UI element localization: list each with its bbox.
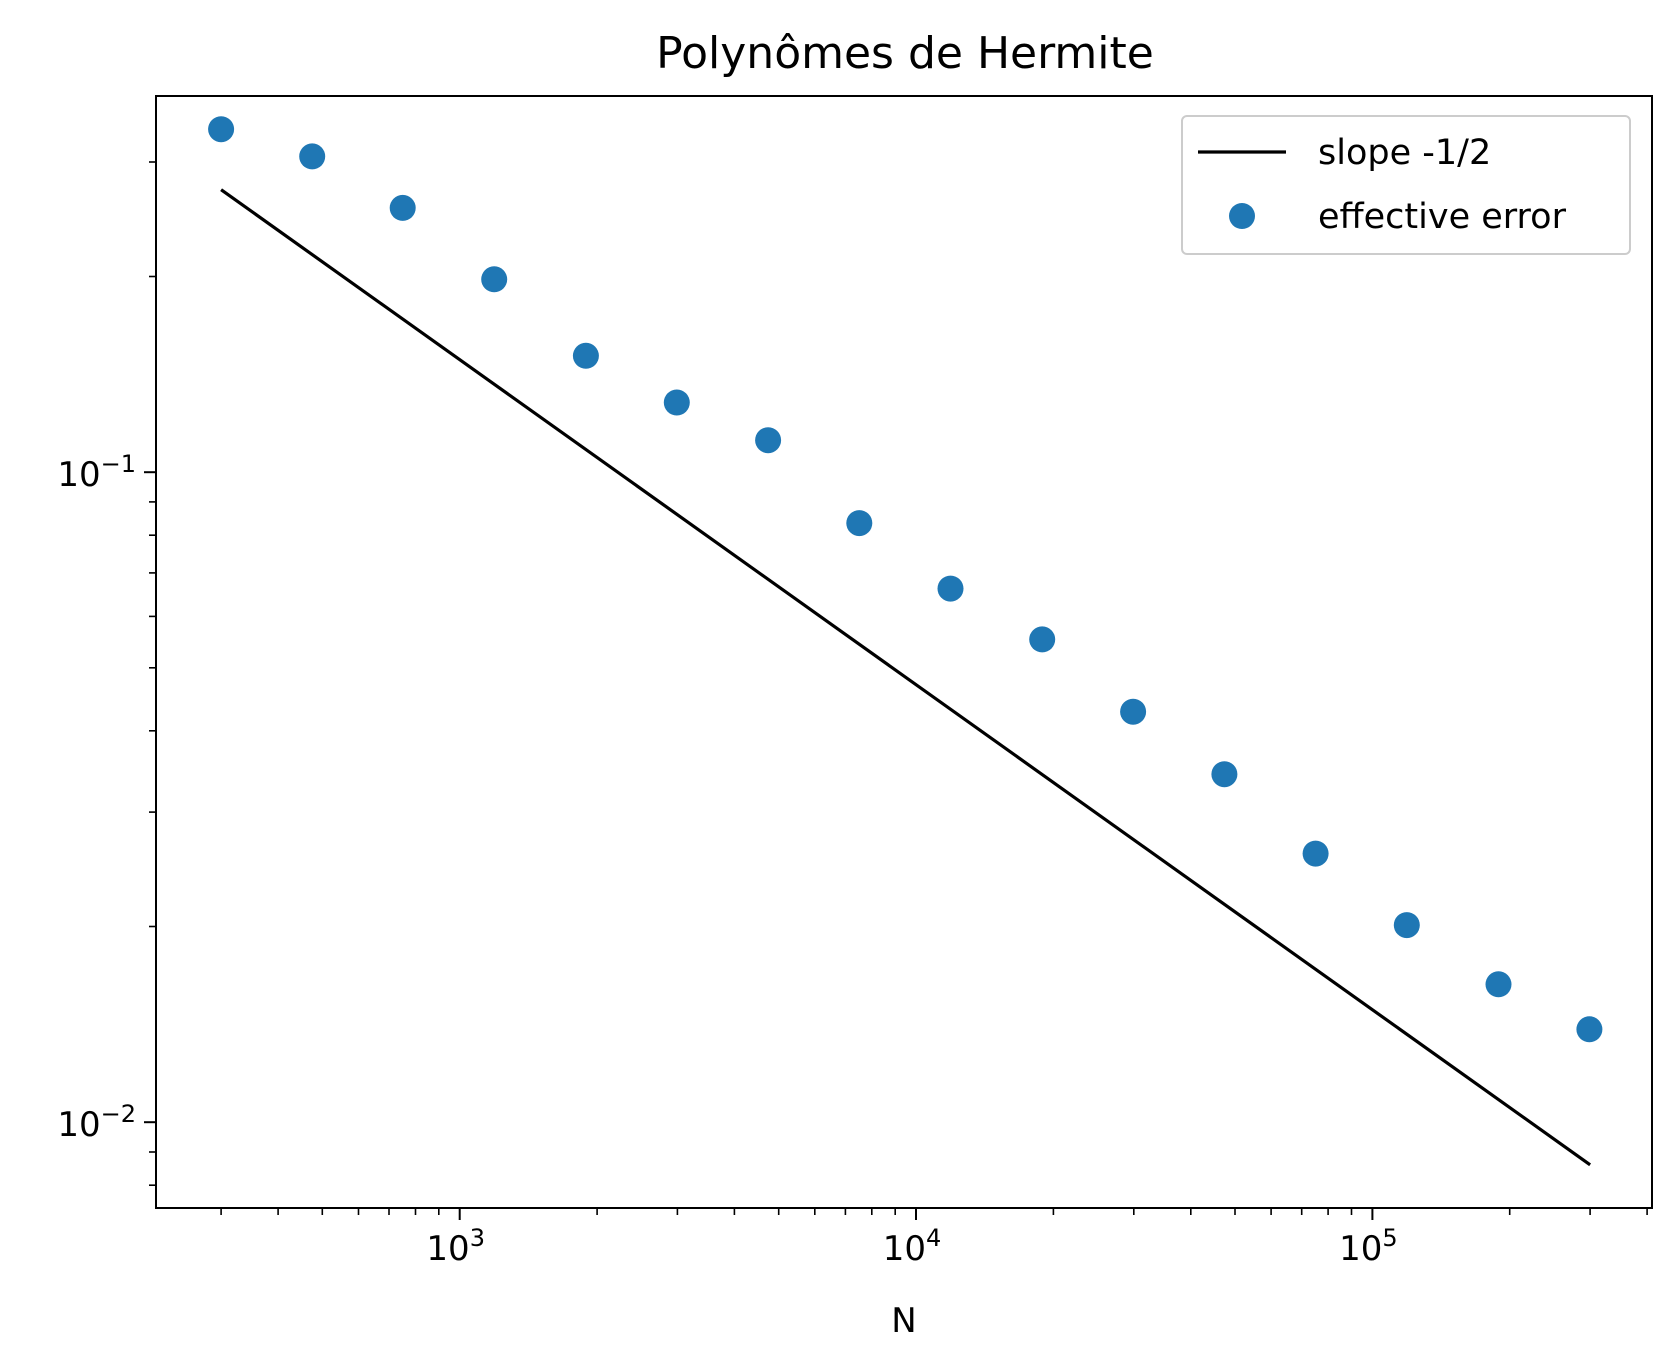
data-point-3 [389,194,416,221]
data-point-5 [572,342,599,369]
data-point-1 [208,116,235,143]
legend-marker-icon [1229,203,1255,229]
chart-title: Polynômes de Hermite [656,28,1154,79]
data-point-7 [755,427,782,454]
x-tick-label-3: 105 [1339,1224,1398,1269]
series-line-slope [220,188,1592,1167]
plot-area [208,116,1603,1167]
data-point-14 [1393,912,1420,939]
data-point-10 [1029,626,1056,653]
legend-label-2: effective error [1318,197,1567,237]
legend: slope -1/2 effective error [1181,115,1631,255]
y-tick-label-1: 10−1 [57,450,136,495]
legend-box [1181,115,1631,255]
axes-frame [155,95,1653,1209]
data-point-8 [846,510,873,537]
data-point-15 [1485,971,1512,998]
data-point-13 [1302,840,1329,867]
x-axis-label: N [891,1301,916,1341]
data-point-6 [663,389,690,416]
data-point-4 [481,266,508,293]
x-tick-label-1: 103 [426,1224,485,1269]
data-point-16 [1576,1016,1603,1043]
data-point-2 [299,143,326,170]
data-point-11 [1120,698,1147,725]
legend-label-1: slope -1/2 [1318,133,1491,173]
x-tick-label-2: 104 [883,1224,942,1269]
data-point-12 [1211,761,1238,788]
y-tick-label-2: 10−2 [57,1100,136,1145]
axis-ticks: 103 104 105 10−1 10−2 [57,161,1648,1269]
data-point-9 [937,575,964,602]
